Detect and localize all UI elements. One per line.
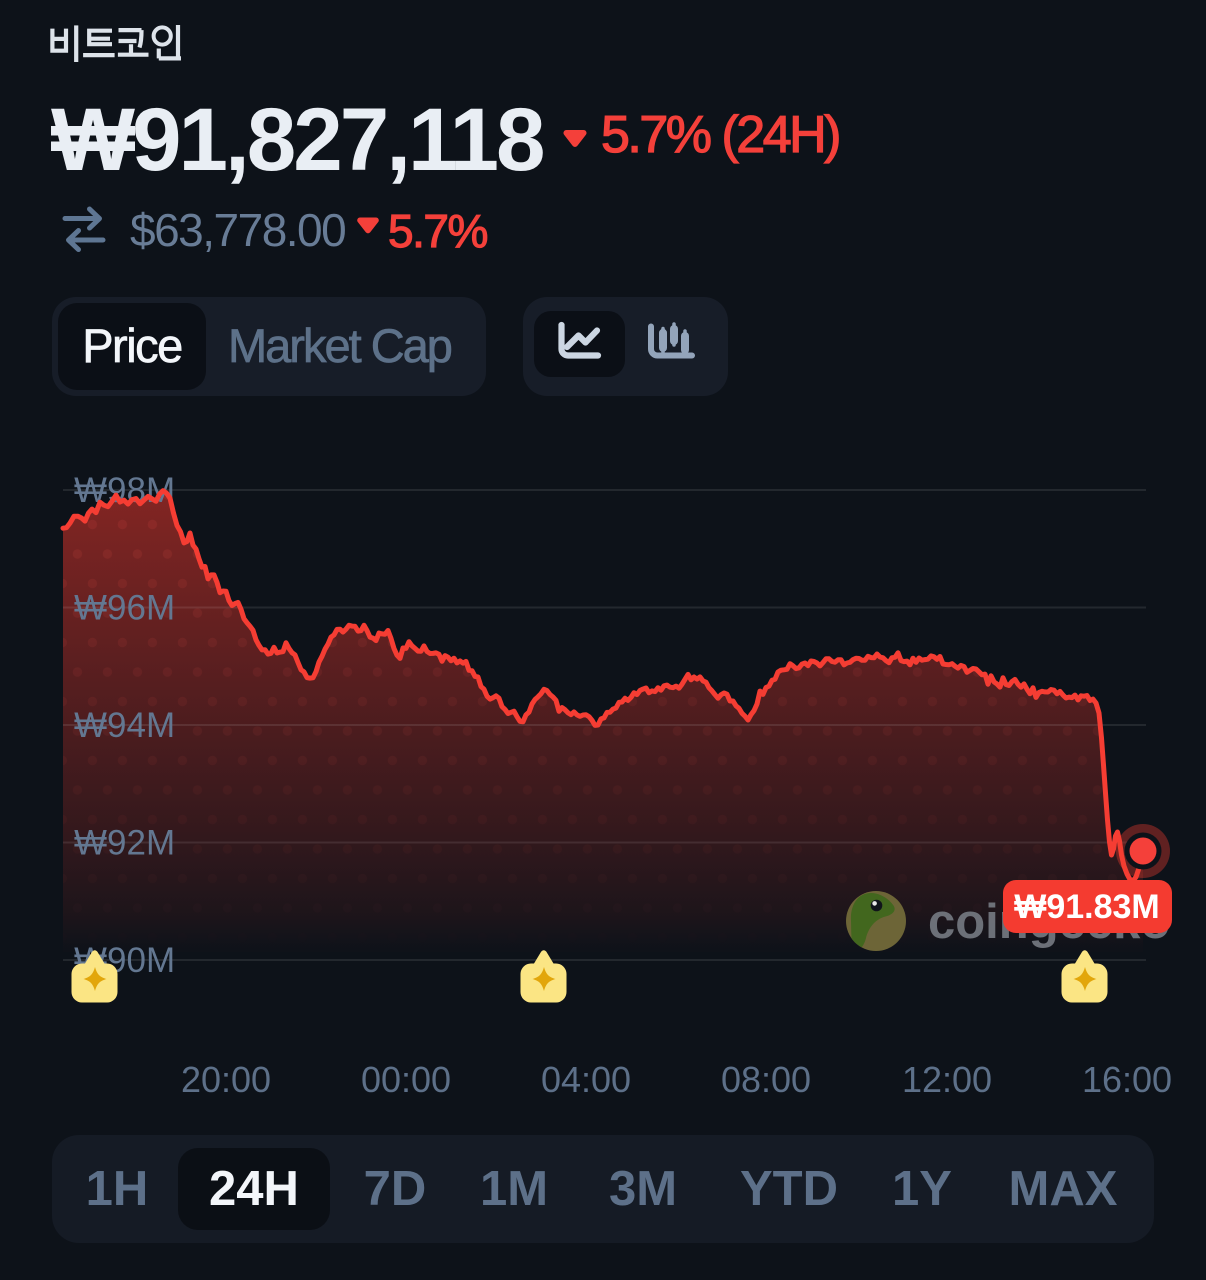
svg-text:20:00: 20:00	[181, 1059, 271, 1100]
svg-text:04:00: 04:00	[541, 1059, 631, 1100]
svg-text:₩96M: ₩96M	[74, 589, 175, 628]
svg-text:00:00: 00:00	[361, 1059, 451, 1100]
svg-text:₩91.83M: ₩91.83M	[1014, 888, 1160, 926]
svg-text:12:00: 12:00	[902, 1059, 992, 1100]
svg-text:₩92M: ₩92M	[74, 824, 175, 863]
svg-text:₩94M: ₩94M	[74, 706, 175, 745]
svg-text:16:00: 16:00	[1082, 1059, 1172, 1100]
svg-text:08:00: 08:00	[721, 1059, 811, 1100]
